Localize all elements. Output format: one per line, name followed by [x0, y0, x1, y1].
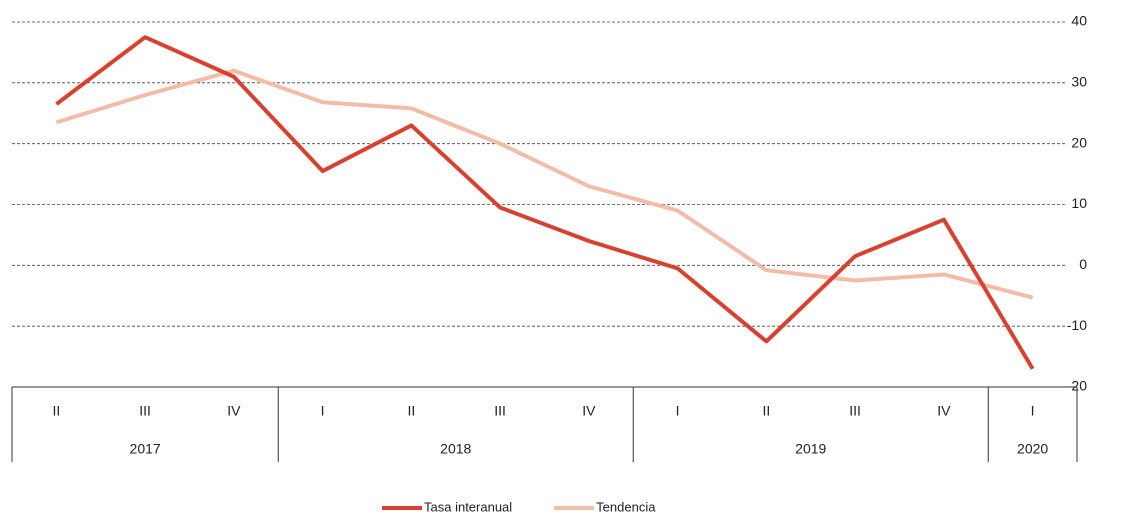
- x-group-label: 2020: [1017, 441, 1048, 457]
- x-tick-label: I: [321, 403, 325, 419]
- y-tick-label: 40: [1071, 13, 1087, 29]
- y-tick-label: 0: [1079, 256, 1087, 272]
- y-tick-label: -10: [1067, 317, 1087, 333]
- y-tick-label: 20: [1071, 134, 1087, 150]
- y-tick-label: 10: [1071, 195, 1087, 211]
- series-line: [55, 68, 1034, 300]
- x-tick-label: III: [849, 403, 861, 419]
- x-tick-label: IV: [227, 403, 241, 419]
- x-tick-label: III: [139, 403, 151, 419]
- x-tick-label: I: [1031, 403, 1035, 419]
- x-tick-label: IV: [937, 403, 951, 419]
- x-group-label: 2019: [795, 441, 826, 457]
- x-group-label: 2017: [130, 441, 161, 457]
- x-group-label: 2018: [440, 441, 471, 457]
- x-tick-label: III: [494, 403, 506, 419]
- x-tick-label: II: [762, 403, 770, 419]
- x-tick-label: IV: [582, 403, 596, 419]
- x-tick-label: II: [407, 403, 415, 419]
- x-tick-label: I: [676, 403, 680, 419]
- legend-label: Tasa interanual: [424, 499, 512, 514]
- y-tick-label: -20: [1067, 378, 1087, 394]
- legend-label: Tendencia: [596, 499, 656, 514]
- x-tick-label: II: [52, 403, 60, 419]
- series-line: [55, 35, 1035, 370]
- y-tick-label: 30: [1071, 74, 1087, 90]
